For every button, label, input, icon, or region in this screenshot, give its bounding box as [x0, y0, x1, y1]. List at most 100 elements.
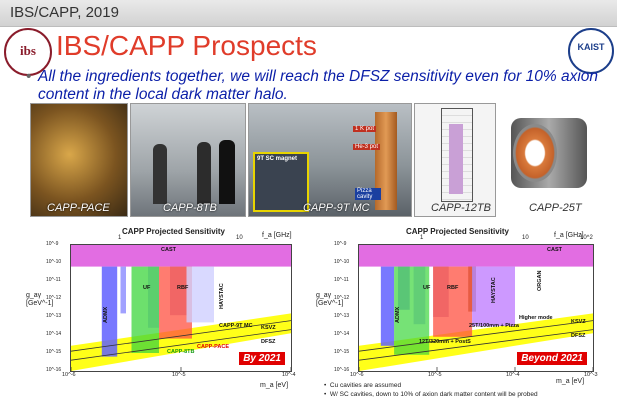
- bullet-text: • All the ingredients together, we will …: [26, 68, 598, 104]
- y-tick-label: 10^-15: [334, 349, 350, 355]
- region-label: UF: [423, 285, 431, 291]
- note-text: Cu cavities are assumed: [329, 382, 402, 389]
- label-pizza-cavity: Pizza cavity: [355, 188, 381, 200]
- y-tick-label: 10^-14: [46, 331, 62, 337]
- admx-region: [101, 266, 118, 357]
- capp-12t-region: [394, 266, 430, 355]
- y-axis-label: g_aγ [GeV^-1]: [316, 292, 344, 307]
- drawing-capp-12tb: CAPP-12TB: [414, 103, 496, 217]
- slide-title: IBS/CAPP Prospects: [56, 30, 317, 61]
- top-tick-label: 10: [236, 235, 243, 241]
- capp-9t-region: [186, 266, 214, 323]
- dewar-core: [449, 124, 463, 194]
- plot-svg: [71, 245, 291, 371]
- y-tick-label: 10^-13: [46, 313, 62, 319]
- region-label: 12T/320mm + PostS: [419, 339, 471, 345]
- top-tick-label: 1: [118, 235, 122, 241]
- photo-caption: CAPP-25T: [529, 202, 582, 214]
- region-label: RBF: [177, 285, 189, 291]
- y-tick-label: 10^-11: [46, 277, 61, 283]
- photo-caption: CAPP-12TB: [431, 202, 491, 214]
- y-tick-label: 10^-10: [46, 259, 62, 265]
- y-tick-label: 10^-10: [334, 259, 350, 265]
- top-tick-label: 10^2: [580, 235, 593, 241]
- y-tick-label: 10^-16: [334, 367, 350, 373]
- uf-region: [120, 266, 126, 314]
- capp-8tb-region: [131, 266, 159, 353]
- region-label: CAPP-PACE: [197, 344, 229, 350]
- people-silhouette: [197, 142, 211, 204]
- higher-mode-region: [472, 266, 515, 326]
- top-axis-label: f_a [GHz]: [554, 232, 584, 239]
- cast-region: [359, 245, 593, 267]
- ksvz-line: [71, 320, 291, 352]
- note-sc-cavities: • W/ SC cavities, down to 10% of axion d…: [324, 391, 538, 398]
- inset-box: [253, 152, 309, 212]
- note-cu-cavities: • Cu cavities are assumed: [324, 382, 402, 389]
- plot-panel: CAST ADMX UF RBF HAYSTAC ORGAN 12T/320mm + Pos…: [358, 244, 594, 372]
- admx-region: [380, 266, 395, 346]
- label-1k-pot: 1 K pot: [353, 126, 377, 132]
- plot-title: CAPP Projected Sensitivity: [122, 227, 225, 236]
- people-silhouette: [153, 144, 167, 204]
- ibs-logo-text: ibs: [20, 43, 36, 58]
- photo-capp-9t-mc: 1 K pot He-3 pot 9T SC magnet Pizza cavi…: [248, 103, 412, 217]
- kaist-logo-text: KAIST: [577, 42, 605, 52]
- photo-caption: CAPP-8TB: [163, 202, 217, 214]
- region-label: CAST: [161, 247, 176, 253]
- capp-25t-region: [433, 266, 473, 337]
- y-tick-label: 10^-12: [334, 295, 350, 301]
- cast-region: [71, 245, 291, 267]
- y-axis-label: g_aγ [GeV^-1]: [26, 292, 54, 307]
- x-tick-label: 10^-6: [62, 372, 76, 378]
- bullet-dot: •: [26, 68, 32, 85]
- people-silhouette: [219, 140, 235, 204]
- y-tick-label: 10^-14: [334, 331, 350, 337]
- axion-band: [71, 313, 291, 371]
- photo-capp-pace: CAPP-PACE: [30, 103, 128, 217]
- x-axis-label: m_a [eV]: [556, 378, 585, 385]
- x-tick-label: 10^-5: [172, 372, 186, 378]
- region-label: DFSZ: [261, 339, 276, 345]
- plot-panel: CAST ADMX UF RBF HAYSTAC CAPP-9T MC CAPP-PACE C…: [70, 244, 292, 372]
- region-label: UF: [143, 285, 151, 291]
- x-tick-label: 10^-3: [584, 372, 598, 378]
- axion-band: [359, 313, 593, 371]
- y-tick-label: 10^-9: [46, 241, 59, 247]
- label-magnet: 9T SC magnet: [257, 156, 298, 162]
- y-tick-label: 10^-12: [46, 295, 62, 301]
- y-tick-label: 10^-16: [46, 367, 62, 373]
- region-label: HAYSTAC: [219, 283, 225, 309]
- dfsz-line: [359, 329, 593, 361]
- region-label: ADMX: [103, 306, 109, 323]
- x-tick-label: 10^-4: [506, 372, 520, 378]
- photo-caption: CAPP-9T MC: [303, 202, 370, 214]
- cryostat: [375, 112, 397, 210]
- region-label: ORGAN: [537, 270, 543, 291]
- top-tick-label: 1: [420, 235, 424, 241]
- sensitivity-plot-beyond-2021: CAPP Projected Sensitivity f_a [GHz] g_a…: [316, 226, 600, 398]
- sensitivity-plot-2021: CAPP Projected Sensitivity f_a [GHz] g_a…: [26, 226, 300, 398]
- x-tick-label: 10^-5: [428, 372, 442, 378]
- region-label: KSVZ: [261, 325, 276, 331]
- period-banner: Beyond 2021: [517, 352, 587, 365]
- magnet-bore: [513, 124, 557, 182]
- y-tick-label: 10^-13: [334, 313, 350, 319]
- photo-capp-8tb: CAPP-8TB: [130, 103, 246, 217]
- region-label: RBF: [447, 285, 459, 291]
- top-axis-label: f_a [GHz]: [262, 232, 292, 239]
- ibs-logo: ibs: [4, 28, 52, 76]
- region-label: 25T/100mm + Pizza: [469, 323, 519, 329]
- region-label: CAPP-9T MC: [219, 323, 253, 329]
- photo-caption: CAPP-PACE: [47, 202, 110, 214]
- header-label: IBS/CAPP, 2019: [10, 4, 119, 21]
- region-label: KSVZ: [571, 319, 586, 325]
- y-tick-label: 10^-11: [334, 277, 349, 283]
- bullet-content: All the ingredients together, we will re…: [38, 68, 598, 103]
- x-tick-label: 10^-4: [282, 372, 296, 378]
- period-banner: By 2021: [239, 352, 285, 365]
- region-label: CAPP-8TB: [167, 349, 195, 355]
- kaist-logo: KAIST: [568, 28, 614, 74]
- ksvz-line: [359, 320, 593, 352]
- dfsz-line: [71, 329, 291, 361]
